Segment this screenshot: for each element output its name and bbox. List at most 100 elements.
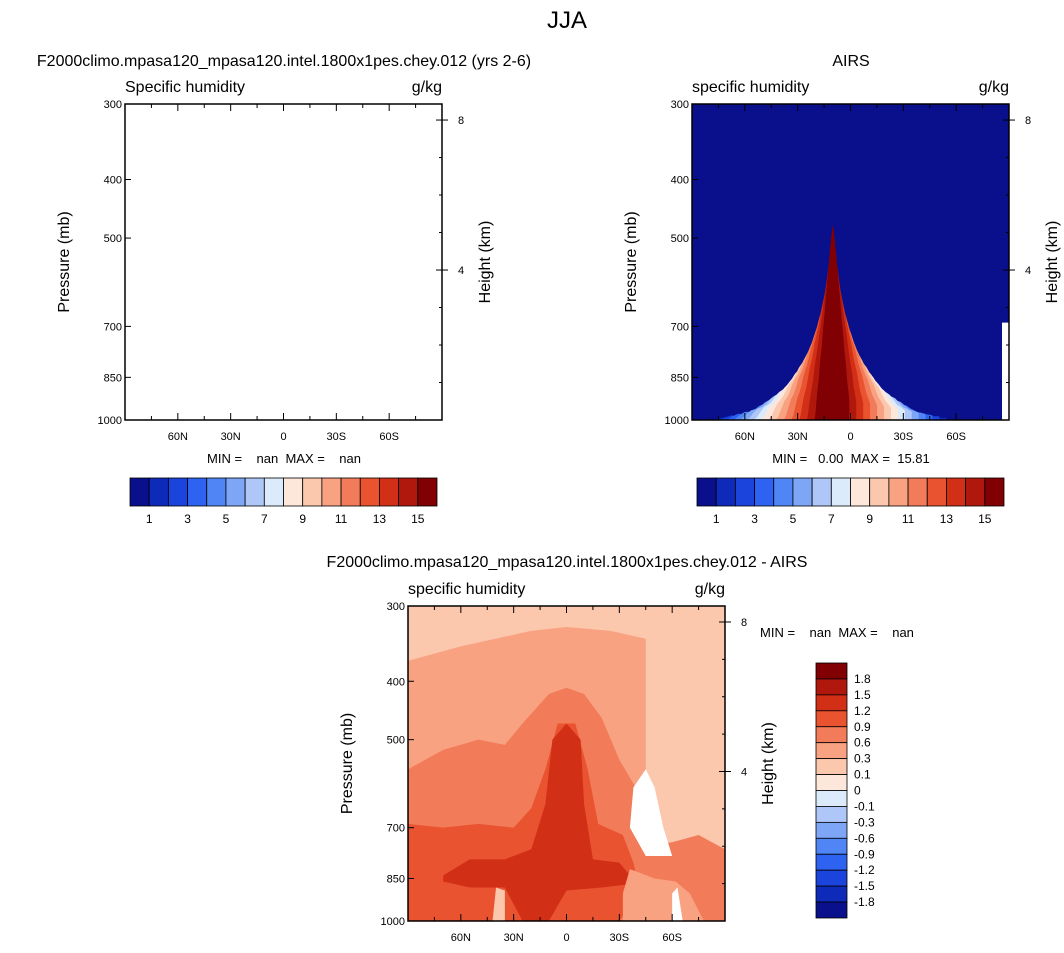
- left-label: Specific humidity: [125, 79, 245, 96]
- y-tick-label: 400: [104, 175, 122, 187]
- diff-patch: [622, 869, 704, 921]
- colorbar-label: 5: [790, 512, 797, 526]
- colorbar-box: [815, 662, 848, 680]
- panel-field: [692, 104, 1009, 420]
- colorbar-box: [417, 477, 438, 507]
- y-tick-label: 300: [387, 601, 405, 613]
- x-tick-label: 30N: [221, 431, 241, 443]
- y-tick-label: 500: [104, 233, 122, 245]
- right-label: g/kg: [695, 581, 725, 598]
- field-level-15: [814, 224, 850, 420]
- left-label: specific humidity: [692, 79, 809, 96]
- diff-gap: [629, 769, 673, 856]
- colorbar-label: -1.2: [854, 863, 875, 877]
- diff-gap2: [672, 887, 683, 921]
- colorbar-box: [379, 477, 400, 507]
- colorbar-label: 15: [978, 512, 992, 526]
- y2-axis-label: Height (km): [477, 221, 494, 304]
- colorbar-box: [167, 477, 188, 507]
- panel-2: AIRS specific humidity g/kg 60N 30N 0 30S 60S 30…: [623, 53, 1061, 526]
- colorbar-box: [815, 694, 848, 712]
- y2-tick-label: 4: [458, 265, 464, 277]
- colorbar-box: [792, 477, 813, 507]
- colorbar-label: 7: [828, 512, 835, 526]
- colorbar-label: -0.3: [854, 815, 875, 829]
- colorbar-box: [302, 477, 323, 507]
- colorbar-box: [815, 901, 848, 919]
- y-tick-label: 300: [671, 99, 689, 111]
- colorbar-box: [815, 758, 848, 775]
- x-tick-label: 60N: [168, 431, 188, 443]
- x-tick-label: 60S: [662, 932, 682, 944]
- colorbar-label: -0.1: [854, 799, 875, 813]
- colorbar-label: 1.8: [854, 672, 871, 686]
- y-tick-label: 700: [104, 321, 122, 333]
- y-axis-label: Pressure (mb): [623, 211, 640, 312]
- y2-tick-label: 8: [458, 115, 464, 127]
- right-label: g/kg: [979, 79, 1009, 96]
- colorbar-box: [206, 477, 227, 507]
- x-tick-label: 60S: [946, 431, 966, 443]
- y2-tick-label: 4: [741, 766, 747, 778]
- colorbar-box: [398, 477, 419, 507]
- colorbar-box: [815, 726, 848, 744]
- panel-title: AIRS: [832, 53, 869, 70]
- colorbar-box: [815, 678, 848, 696]
- colorbar-box: [815, 885, 848, 903]
- colorbar-label: 0.6: [854, 736, 871, 750]
- colorbar-box: [850, 477, 871, 507]
- colorbar-box: [773, 477, 794, 507]
- colorbar-box: [830, 477, 851, 507]
- field-missing: [1002, 322, 1009, 420]
- y-tick-label: 850: [104, 372, 122, 384]
- x-tick-label: 30S: [894, 431, 914, 443]
- colorbar-label: 5: [223, 512, 230, 526]
- colorbar-label: 1.2: [854, 704, 871, 718]
- colorbar-box: [148, 477, 169, 507]
- colorbar-label: 7: [261, 512, 268, 526]
- colorbar-label: 1.5: [854, 688, 871, 702]
- colorbar-label: 13: [940, 512, 954, 526]
- colorbar-box: [811, 477, 832, 507]
- x-tick-label: 30S: [327, 431, 347, 443]
- colorbar-box: [129, 477, 150, 507]
- colorbar-box: [321, 477, 342, 507]
- colorbar-box: [244, 477, 265, 507]
- y-tick-label: 850: [671, 372, 689, 384]
- colorbar-label: -1.5: [854, 879, 875, 893]
- colorbar-box: [263, 477, 284, 507]
- colorbar-label: 13: [373, 512, 387, 526]
- x-tick-label: 60N: [451, 932, 471, 944]
- y-axis-label: Pressure (mb): [56, 211, 73, 312]
- min-max-stats: MIN = 0.00 MAX = 15.81: [772, 451, 930, 466]
- page-title: JJA: [547, 7, 587, 34]
- y-axis-label: Pressure (mb): [339, 713, 356, 814]
- y-tick-label: 1000: [381, 916, 405, 928]
- colorbar-label: 15: [411, 512, 425, 526]
- y-tick-label: 300: [104, 99, 122, 111]
- colorbar-label: -0.6: [854, 831, 875, 845]
- y-tick-label: 500: [387, 735, 405, 747]
- y2-tick-label: 8: [1025, 115, 1031, 127]
- colorbar-box: [715, 477, 736, 507]
- x-tick-label: 30N: [788, 431, 808, 443]
- colorbar-label: 9: [866, 512, 873, 526]
- colorbar-label: 3: [751, 512, 758, 526]
- colorbar-box: [926, 477, 947, 507]
- panel-field: [408, 606, 725, 921]
- colorbar-box: [734, 477, 755, 507]
- colorbar-box: [187, 477, 208, 507]
- colorbar-box: [815, 742, 848, 760]
- y2-tick-label: 8: [741, 617, 747, 629]
- colorbar-box: [815, 837, 848, 855]
- colorbar-box: [984, 477, 1005, 507]
- colorbar-label: 11: [335, 512, 348, 526]
- x-tick-label: 0: [847, 431, 853, 443]
- colorbar-label: 3: [184, 512, 191, 526]
- y2-tick-label: 4: [1025, 265, 1031, 277]
- min-max-stats: MIN = nan MAX = nan: [760, 625, 914, 640]
- y-tick-label: 1000: [98, 415, 122, 427]
- y-tick-label: 400: [387, 676, 405, 688]
- panel-title: F2000climo.mpasa120_mpasa120.intel.1800x…: [327, 554, 808, 571]
